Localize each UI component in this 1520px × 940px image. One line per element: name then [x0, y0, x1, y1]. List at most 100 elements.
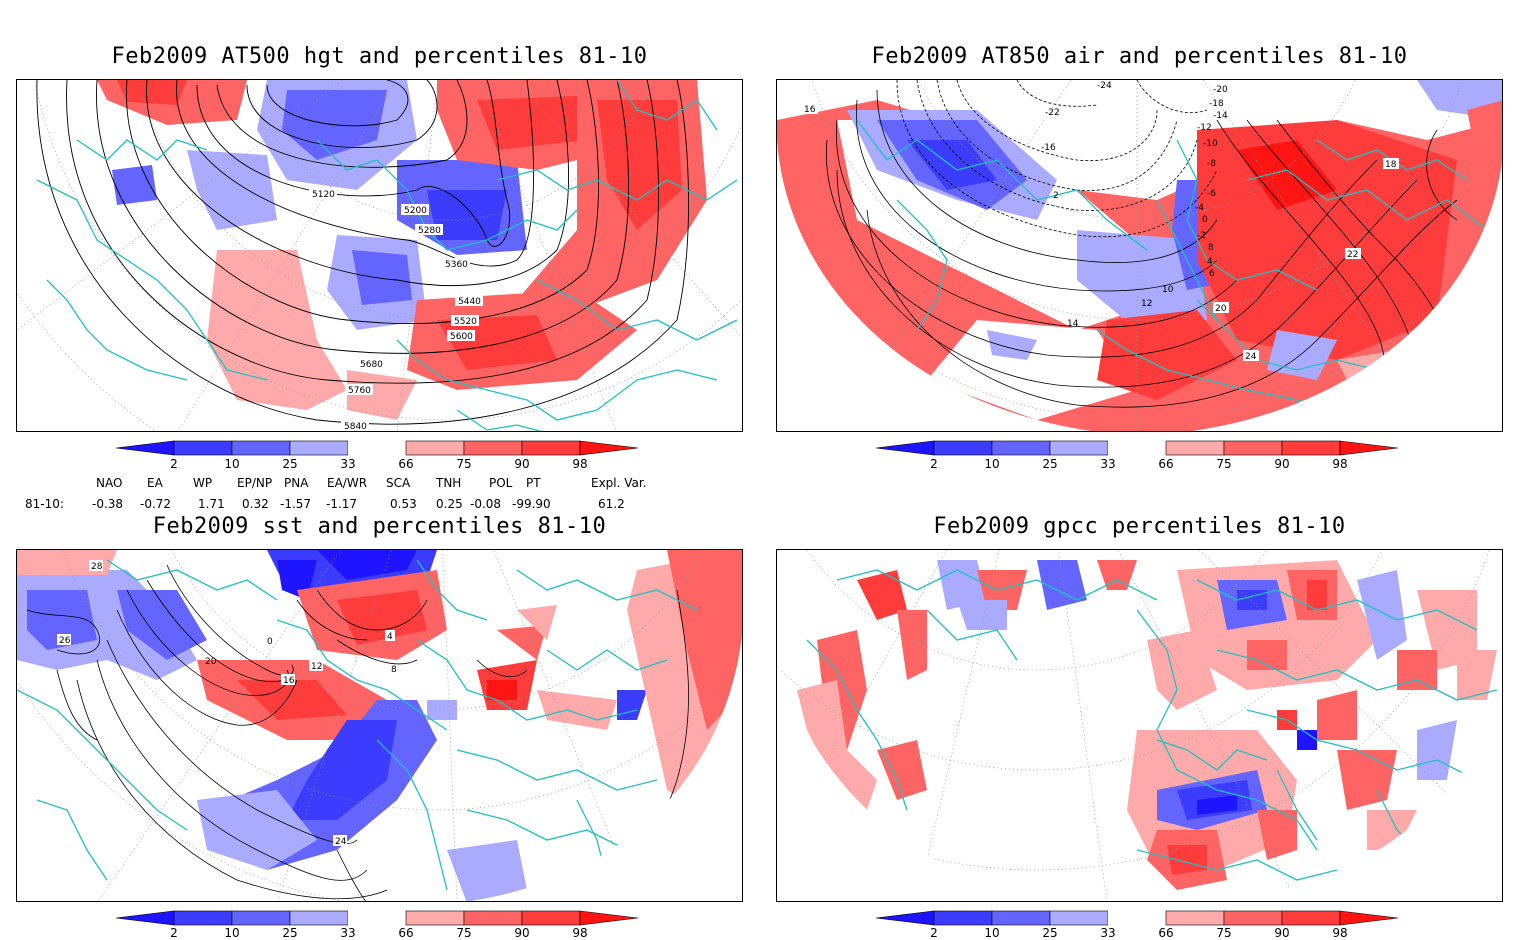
colorbar-segment [1108, 911, 1166, 925]
colorbar-tick-label: 25 [1042, 457, 1058, 471]
colorbar-tick-label: 33 [340, 926, 356, 940]
contour-label: 4 [1207, 257, 1213, 267]
anomaly-shade [1197, 120, 1457, 360]
anomaly-shade [352, 250, 412, 305]
anomaly-shade [437, 315, 557, 370]
index-header: Expl. Var. [591, 476, 647, 490]
contour-label: 10 [1162, 285, 1174, 295]
panel-title-gpcc: Feb2009 gpcc percentiles 81-10 [933, 514, 1346, 539]
contour-label: 12 [311, 662, 322, 672]
contour-label: 8 [1208, 243, 1214, 253]
panel-title-sst: Feb2009 sst and percentiles 81-10 [152, 514, 607, 539]
anomaly-shade [1457, 650, 1497, 700]
colorbar-tick-label: 75 [456, 926, 472, 940]
map-air850-canvas: -24 -22 -20 -18 -16 -14 -12 -10 -8 -6 -4… [777, 80, 1502, 431]
contour-label: -6 [1207, 189, 1216, 199]
colorbar-segment [289, 910, 349, 926]
contour-label: 12 [1141, 299, 1152, 309]
colorbar-segment [405, 910, 465, 926]
anomaly-shade [117, 590, 207, 660]
contour-label: -22 [1045, 108, 1060, 118]
colorbar-tick-label: 98 [1332, 926, 1348, 940]
anomaly-shade [207, 250, 347, 410]
contour-label: 8 [391, 665, 397, 675]
colorbar-segment [521, 440, 581, 456]
colorbar-tick-label: 90 [514, 457, 530, 471]
colorbar-tick-label: 66 [398, 926, 414, 940]
colorbar-graphic [875, 910, 1399, 926]
colorbar-tick-label: 10 [984, 926, 1000, 940]
anomaly-shade [1417, 720, 1457, 780]
colorbar-segment [579, 440, 639, 456]
anomaly-shade [987, 330, 1037, 360]
colorbar-tick-label: 10 [984, 457, 1000, 471]
colorbar-tick-label: 75 [456, 457, 472, 471]
map-hgt500-canvas: 5120 5200 5280 5360 5440 5520 5600 5680 … [17, 80, 742, 432]
colorbar-tick-label: 75 [1216, 926, 1232, 940]
colorbar-tick-label: 66 [1158, 457, 1174, 471]
colorbar-graphic [875, 440, 1399, 456]
colorbar-segment [521, 910, 581, 926]
anomaly-shade [287, 720, 397, 820]
colorbar-segment [1339, 910, 1399, 926]
anomaly-shade [117, 80, 187, 105]
index-header: PT [526, 476, 541, 490]
contour-labels-sst: 28 26 24 20 16 12 8 4 0 [57, 560, 397, 847]
index-header: SCA [386, 476, 411, 490]
anomaly-shade [937, 560, 987, 610]
colorbar-tick-label: 25 [1042, 926, 1058, 940]
colorbar-tick-label: 33 [1100, 457, 1116, 471]
contour-label: -2 [1197, 231, 1206, 241]
colorbar-segment [933, 910, 993, 926]
contour-label: -20 [1213, 85, 1228, 95]
colorbar-segment [1049, 910, 1109, 926]
anomaly-shade [1297, 730, 1317, 750]
anomaly-shade [427, 700, 457, 720]
panel-title-hgt500: Feb2009 AT500 hgt and percentiles 81-10 [111, 44, 648, 69]
panel-title-air850: Feb2009 AT850 air and percentiles 81-10 [871, 44, 1408, 69]
anomaly-shade [927, 320, 1137, 420]
index-value: -1.17 [326, 497, 358, 511]
colorbar-hgt500 [115, 439, 646, 479]
anomaly-shade [857, 570, 907, 620]
colorbar-segment [579, 910, 639, 926]
colorbar-tick-label: 2 [170, 457, 178, 471]
contour-label: 5680 [360, 360, 383, 370]
colorbar-tick-label: 66 [1158, 926, 1174, 940]
colorbar-segment [1339, 440, 1399, 456]
colorbar-segment [991, 440, 1051, 456]
colorbar-segment [1223, 440, 1283, 456]
contour-label: 16 [283, 676, 295, 686]
anomaly-shade [237, 680, 347, 720]
index-header: EA [147, 476, 163, 490]
index-value: 61.2 [598, 497, 625, 511]
colorbar-segment [1223, 910, 1283, 926]
colorbar-segment [1165, 910, 1225, 926]
anomaly-shade [1077, 230, 1207, 330]
anomaly-shade [957, 600, 1007, 630]
contour-label: 5840 [344, 422, 367, 432]
anomaly-shade [1167, 845, 1207, 875]
colorbar-segment [463, 440, 523, 456]
contour-label: 4 [387, 632, 393, 642]
map-panel-hgt500: 5120 5200 5280 5360 5440 5520 5600 5680 … [16, 79, 743, 432]
colorbar-segment [875, 910, 935, 926]
contour-label: 2 [1053, 191, 1059, 201]
map-panel-gpcc [776, 549, 1503, 902]
colorbar-segment [231, 910, 291, 926]
colorbar-tick-label: 98 [572, 457, 588, 471]
colorbar-tick-label: 2 [170, 926, 178, 940]
anomaly-shade [1337, 750, 1397, 810]
contour-label: 0 [267, 637, 273, 647]
colorbar-tick-label: 90 [1274, 926, 1290, 940]
anomaly-shade [517, 605, 557, 640]
contour-label: -16 [1041, 143, 1056, 153]
contour-label: 5600 [450, 332, 473, 342]
anomaly-shade [1317, 690, 1357, 740]
index-value: 0.25 [436, 497, 463, 511]
colorbar-tick-label: 2 [930, 926, 938, 940]
index-value: -99.90 [512, 497, 551, 511]
contour-label: -4 [1195, 203, 1204, 213]
anomaly-shade [317, 550, 417, 580]
contour-label: 5760 [348, 386, 371, 396]
